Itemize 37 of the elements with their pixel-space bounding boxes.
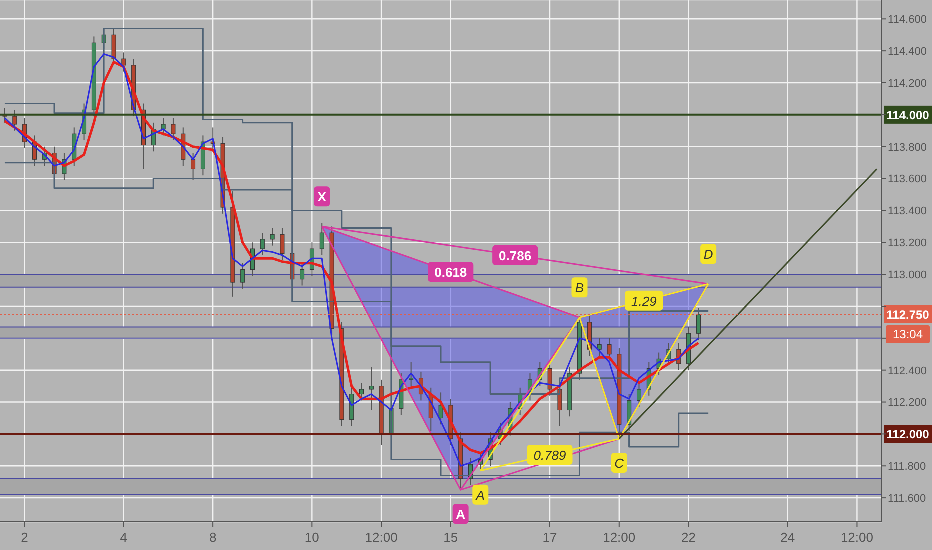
annotation: A [456,507,466,522]
y-tick-label: 113.200 [888,238,927,250]
y-tick-label: 114.400 [888,46,927,58]
ref-line-label: 112.000 [886,428,930,442]
x-tick-label: 10 [304,530,320,545]
annotation: 0.786 [499,248,532,264]
annotation: D [704,247,714,262]
y-tick-label: 113.400 [888,206,927,218]
annotation: B [575,280,584,296]
x-tick-label: 2 [21,530,28,545]
y-tick-label: 113.000 [888,269,927,282]
x-tick-label: 4 [120,530,128,545]
y-tick-label: 113.800 [888,142,927,154]
y-tick-label: 113.600 [888,174,927,186]
annotation: 0.618 [434,265,468,280]
y-tick-label: 114.600 [888,14,927,26]
y-tick-label: 111.600 [888,492,926,505]
annotation: 1.29 [632,294,657,309]
ref-line-label: 112.750 [886,308,930,322]
x-tick-label: 17 [542,530,558,545]
ref-line-label: 114.000 [886,108,930,122]
y-tick-label: 111.800 [888,461,926,474]
annotation: 0.789 [534,448,566,463]
x-tick-label: 24 [780,530,796,545]
x-tick-label: 15 [444,530,458,545]
x-tick-label: 12:00 [365,530,398,545]
y-tick-label: 114.200 [888,78,927,90]
x-tick-label: 22 [682,530,696,545]
x-tick-label: 12:00 [840,530,874,545]
x-tick-label: 8 [209,530,217,545]
y-tick-label: 112.200 [888,397,927,410]
text: 13:04 [892,327,924,342]
annotation: A [475,488,485,503]
y-tick-label: 112.400 [888,365,927,378]
x-tick-label: 12:00 [603,530,636,545]
annotation: C [614,456,625,471]
annotation: X [318,190,327,205]
